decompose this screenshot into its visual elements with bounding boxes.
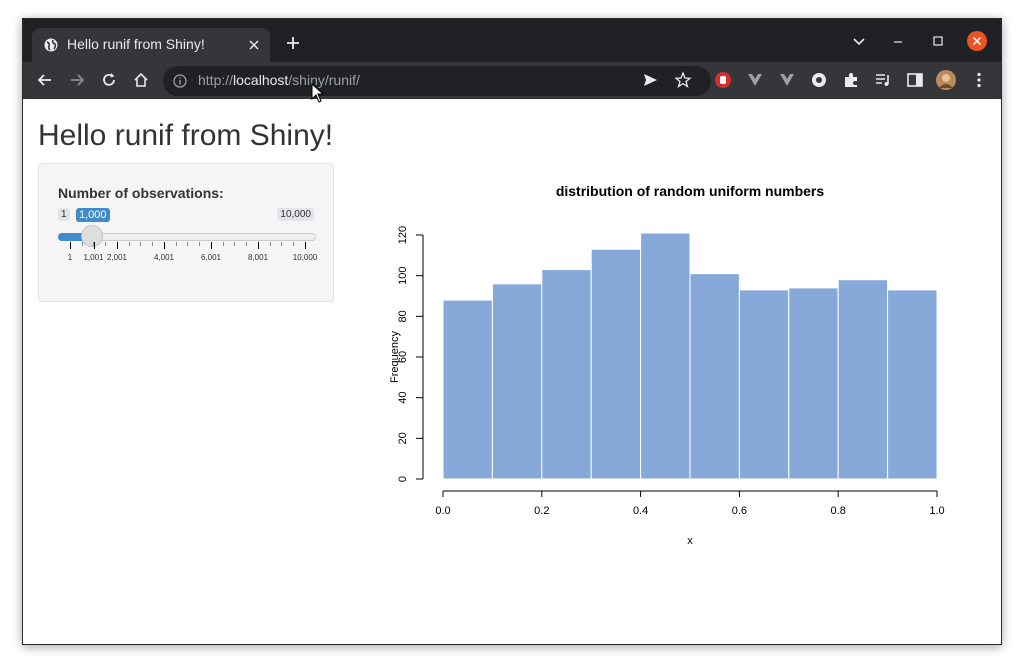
hand-stop-extension-icon[interactable] <box>713 70 733 90</box>
histogram-bar <box>788 287 839 480</box>
url-scheme: http:// <box>198 72 234 88</box>
histogram-bar <box>541 269 592 480</box>
minimize-icon[interactable] <box>888 31 908 51</box>
sidebar-panel: Number of observations: 1 1,000 10,000 1… <box>38 163 334 302</box>
tab-search-chevron-icon[interactable] <box>849 31 869 51</box>
slider-tick-label: 8,001 <box>248 253 269 262</box>
extension-circle-icon[interactable] <box>809 70 829 90</box>
slider-minor-tick <box>187 242 189 246</box>
page-title: Hello runif from Shiny! <box>38 119 334 152</box>
info-icon[interactable] <box>173 74 187 88</box>
y-tick-label: 60 <box>397 351 409 363</box>
slider-tick-label: 1 <box>67 253 73 262</box>
browser-window: Hello runif from Shiny! <box>22 18 1002 645</box>
histogram-bar <box>738 289 790 480</box>
slider-tick-label: 4,001 <box>153 253 175 262</box>
y-tick-label: 0 <box>397 476 409 482</box>
tab-bar: Hello runif from Shiny! <box>23 19 1001 62</box>
slider-minor-tick <box>246 242 248 246</box>
x-tick-label: 1.0 <box>929 505 944 517</box>
y-tick-label: 40 <box>397 392 409 404</box>
histogram-bar <box>491 283 543 480</box>
page-content: Hello runif from Shiny! Number of observ… <box>23 99 1001 644</box>
reload-icon[interactable] <box>99 70 119 90</box>
histogram-plot: distribution of random uniform numbers 0 2… <box>389 183 945 547</box>
back-arrow-icon[interactable] <box>35 70 55 90</box>
x-tick-label: 0.2 <box>534 505 549 517</box>
close-tab-icon[interactable] <box>246 37 262 53</box>
tab-title: Hello runif from Shiny! <box>67 36 205 52</box>
slider-minor-tick <box>152 242 154 246</box>
slider-minor-tick <box>293 242 295 246</box>
y-tick-label: 20 <box>397 432 409 444</box>
slider-min-label: 1 <box>58 208 70 221</box>
y-tick-label: 80 <box>397 310 409 322</box>
mouse-cursor-icon <box>311 83 325 103</box>
slider-minor-tick <box>105 242 107 246</box>
slider-major-tick <box>211 242 212 249</box>
x-tick-label: 0.4 <box>633 505 648 517</box>
y-tick-label: 120 <box>397 226 409 244</box>
slider-label: Number of observations: <box>58 185 224 201</box>
slider-minor-tick <box>281 242 283 246</box>
x-tick-label: 0.0 <box>435 505 450 517</box>
slider-minor-tick <box>234 242 236 246</box>
slider-grid: 1 1,001 2,001 4,001 6,001 8,001 10,000 <box>67 242 317 266</box>
histogram-bar <box>837 279 889 480</box>
side-panel-icon[interactable] <box>905 70 925 90</box>
slider-major-tick <box>164 242 165 249</box>
slider-tick-label: 6,001 <box>200 253 222 262</box>
url-host: localhost <box>233 72 289 88</box>
slider-handle[interactable] <box>81 225 103 247</box>
forward-arrow-icon[interactable] <box>67 70 87 90</box>
slider-minor-tick <box>140 242 142 246</box>
send-icon[interactable] <box>640 70 660 90</box>
profile-avatar[interactable] <box>936 70 956 90</box>
slider-major-tick <box>117 242 118 249</box>
slider-tick-label: 2,001 <box>106 253 128 262</box>
url-text[interactable]: http://localhost/shiny/runif/ <box>198 72 360 88</box>
y-axis-label: Frequency <box>389 331 401 383</box>
new-tab-icon[interactable] <box>285 35 301 51</box>
close-window-icon[interactable] <box>967 31 987 51</box>
slider-minor-tick <box>222 242 224 246</box>
media-queue-icon[interactable] <box>873 70 893 90</box>
bookmark-star-icon[interactable] <box>673 70 693 90</box>
slider-major-tick <box>305 242 306 249</box>
histogram-bar <box>640 232 691 480</box>
histogram-bar <box>442 299 493 480</box>
slider-minor-tick <box>175 242 177 246</box>
url-path: /shiny/runif/ <box>288 72 360 88</box>
vue-devtools-icon[interactable] <box>745 70 765 90</box>
slider-major-tick <box>93 242 95 249</box>
tab-active[interactable]: Hello runif from Shiny! <box>32 28 270 62</box>
slider-major-tick <box>258 242 260 249</box>
slider-minor-tick <box>81 242 83 246</box>
slider-value-label: 1,000 <box>76 208 110 222</box>
histogram-bar <box>887 289 938 480</box>
x-axis-label: x <box>687 535 693 547</box>
slider-tick-label: 1,001 <box>83 253 104 262</box>
browser-toolbar: http://localhost/shiny/runif/ <box>23 62 1001 99</box>
vue-devtools-icon-2[interactable] <box>777 70 797 90</box>
more-menu-icon[interactable] <box>969 70 989 90</box>
globe-icon <box>44 38 58 52</box>
histogram-bar <box>590 248 642 480</box>
slider-minor-tick <box>269 242 271 246</box>
slider-major-tick <box>70 242 71 249</box>
x-tick-label: 0.8 <box>831 505 846 517</box>
address-bar[interactable]: http://localhost/shiny/runif/ <box>163 66 711 96</box>
y-tick-label: 100 <box>397 266 409 284</box>
slider-max-label: 10,000 <box>277 208 314 221</box>
slider-minor-tick <box>128 242 130 246</box>
puzzle-extensions-icon[interactable] <box>841 70 861 90</box>
chart-title: distribution of random uniform numbers <box>556 183 825 199</box>
slider-tick-label: 10,000 <box>292 253 318 262</box>
slider-minor-tick <box>199 242 201 246</box>
maximize-icon[interactable] <box>928 31 948 51</box>
slider-fill <box>58 233 91 241</box>
home-icon[interactable] <box>131 70 151 90</box>
histogram-bar <box>689 273 740 480</box>
x-tick-label: 0.6 <box>732 505 747 517</box>
